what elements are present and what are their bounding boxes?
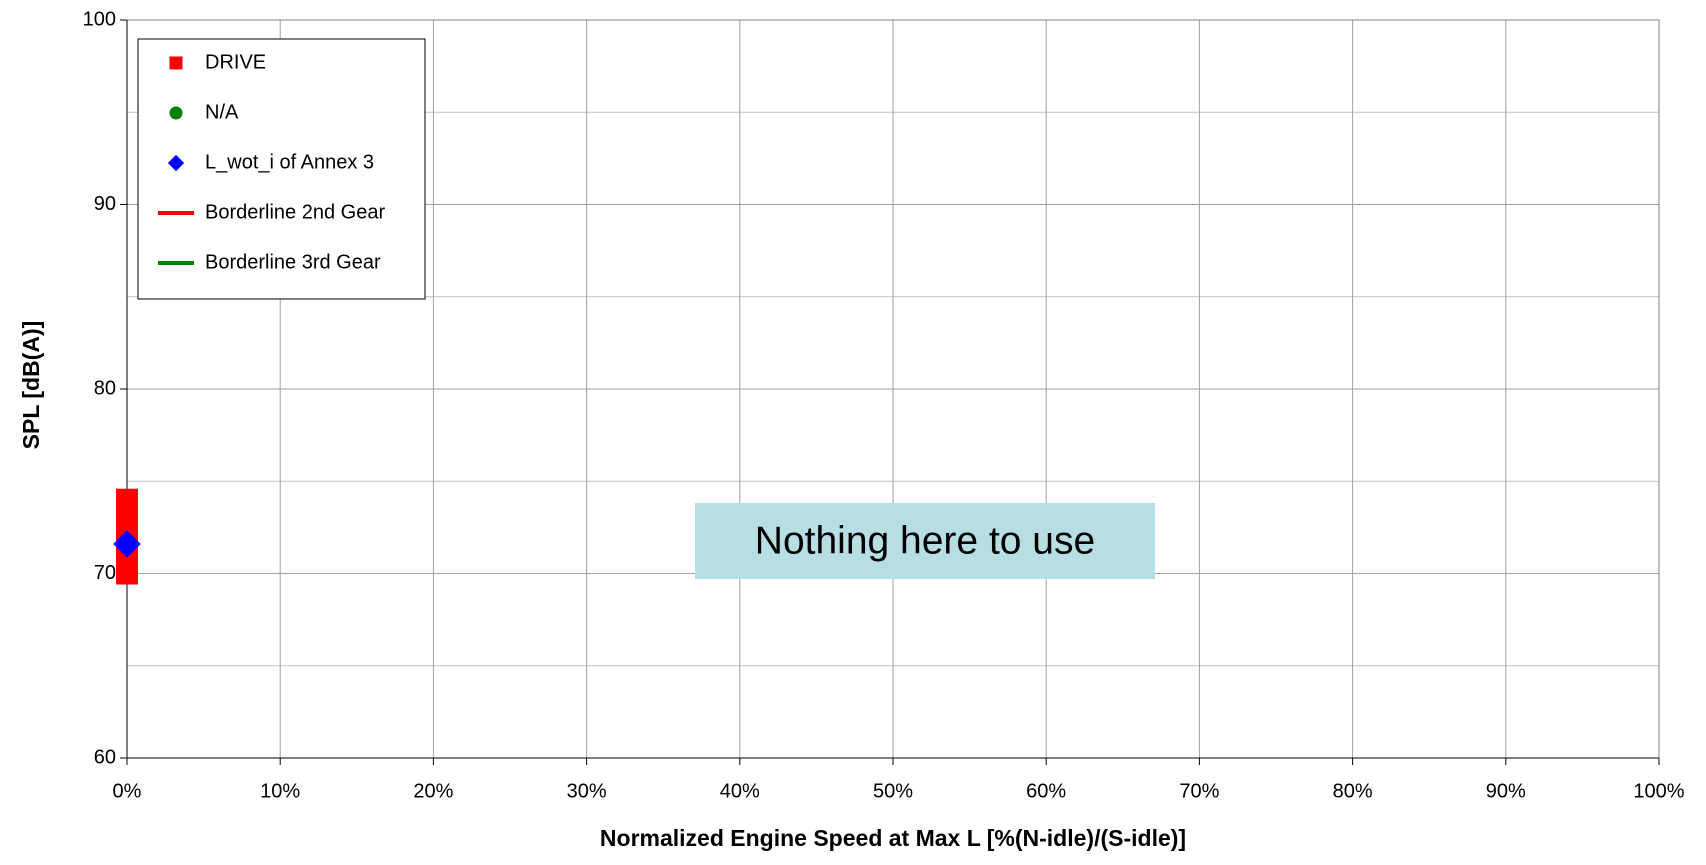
y-tick-label: 100 xyxy=(83,8,116,30)
x-tick-label: 90% xyxy=(1486,780,1526,802)
annotation: Nothing here to use xyxy=(755,519,1095,562)
x-axis-label: Normalized Engine Speed at Max L [%(N-id… xyxy=(600,825,1186,851)
marker-circle xyxy=(169,106,183,120)
marker-diamond xyxy=(167,154,185,172)
marker-diamond xyxy=(113,530,141,558)
x-tick-label: 50% xyxy=(873,780,913,802)
legend-label: Borderline 3rd Gear xyxy=(205,251,381,273)
marker-square xyxy=(116,488,138,511)
x-tick-label: 30% xyxy=(567,780,607,802)
y-tick-label: 70 xyxy=(94,562,116,584)
marker-square xyxy=(169,56,183,70)
legend-label: L_wot_i of Annex 3 xyxy=(205,151,374,173)
y-tick-label: 90 xyxy=(94,193,116,215)
x-tick-label: 100% xyxy=(1633,780,1684,802)
legend-label: DRIVE xyxy=(205,51,266,73)
legend-label: N/A xyxy=(205,101,239,123)
x-tick-label: 10% xyxy=(260,780,300,802)
x-tick-label: 80% xyxy=(1333,780,1373,802)
legend-label: Borderline 2nd Gear xyxy=(205,201,385,223)
x-tick-label: 70% xyxy=(1179,780,1219,802)
marker-square xyxy=(116,562,138,585)
x-tick-label: 20% xyxy=(413,780,453,802)
x-tick-label: 40% xyxy=(720,780,760,802)
x-tick-label: 0% xyxy=(113,780,142,802)
y-tick-label: 80 xyxy=(94,377,116,399)
marker-square xyxy=(116,507,138,530)
y-axis-label: SPL [dB(A)] xyxy=(18,321,44,450)
legend-box xyxy=(137,38,426,300)
y-tick-label: 60 xyxy=(94,746,116,768)
annotation-box xyxy=(695,503,1155,579)
x-tick-label: 60% xyxy=(1026,780,1066,802)
